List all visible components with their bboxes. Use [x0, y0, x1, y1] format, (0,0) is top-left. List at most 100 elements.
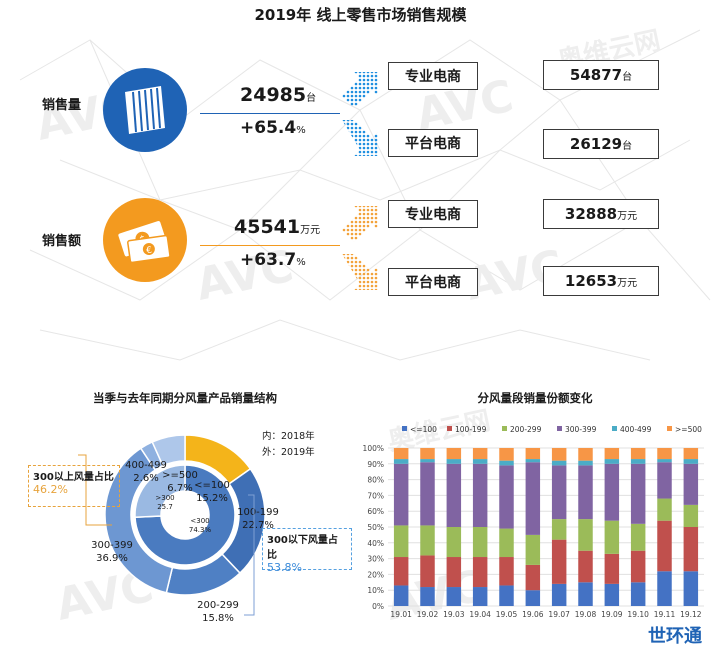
callout-above-300: 300以上风量占比 46.2%: [28, 465, 120, 507]
bar-19.08-100-199: [578, 550, 593, 583]
callout-above-300-label: 300以上风量占比: [33, 472, 114, 483]
legend-label-0: <=100: [410, 425, 437, 434]
bar-19.03-400-499: [446, 459, 462, 464]
bar-19.04->=500: [472, 448, 488, 460]
bar-19.02-400-499: [420, 459, 435, 463]
bar-19.02->=500: [420, 448, 435, 460]
bar-19.12-<=100: [683, 571, 699, 606]
legend-label-3: 300-399: [565, 425, 597, 434]
arrow-down-icon: [342, 254, 378, 290]
bar-19.03-100-199: [446, 557, 462, 588]
bar-19.08-300-399: [578, 465, 593, 520]
sales-amount-divider: [200, 245, 340, 246]
bar-19.10-200-299: [630, 523, 646, 551]
page-title: 2019年 线上零售市场销售规模: [254, 6, 467, 24]
bar-19.05-400-499: [499, 460, 514, 466]
bar-19.01-100-199: [393, 557, 409, 586]
bar-19.03->=500: [446, 448, 462, 460]
sales-volume-total-unit: 台: [306, 93, 317, 104]
bar-19.10-400-499: [630, 459, 646, 464]
callout-below-300: 300以下风量占比 53.8%: [262, 528, 352, 574]
sales-amount-channel-2-name: 平台电商: [388, 268, 478, 296]
bar-19.09-<=100: [604, 583, 620, 606]
arrow-up-icon: [342, 206, 378, 242]
x-tick-0: 19.01: [390, 610, 412, 619]
outer-label-value-5: 6.7%: [167, 483, 192, 494]
bar-19.08->=500: [578, 448, 593, 461]
bar-19.02-200-299: [420, 525, 435, 556]
outer-label-category-2: 200-299: [197, 600, 239, 611]
bar-19.06-<=100: [525, 590, 541, 606]
sales-volume-channel-2-name: 平台电商: [388, 129, 478, 157]
legend-swatch-0: [402, 426, 407, 431]
sales-amount-growth-value: +63.7: [240, 250, 297, 270]
bar-19.08-400-499: [578, 460, 593, 466]
donut-chart: <=100 15.2% 100-199 22.7% 200-299 15.8% 300-39…: [78, 434, 279, 624]
bar-19.01-200-299: [393, 525, 409, 558]
sales-volume-circle: [103, 68, 187, 152]
sales-amount-channel-2-value-box: 12653 万元: [543, 266, 659, 296]
sales-volume-growth-value: +65.4: [240, 118, 297, 138]
bar-legend: <=100 100-199 200-299 300-399 400-499 >=500: [402, 425, 702, 434]
sales-amount-circle: $ €: [103, 198, 187, 282]
sales-amount-channel-2-value: 12653: [564, 272, 618, 290]
bar-19.05-<=100: [499, 585, 514, 606]
x-tick-7: 19.08: [575, 610, 597, 619]
legend-label-1: 100-199: [455, 425, 487, 434]
y-tick-4: 40%: [367, 539, 384, 548]
donut-inner-ring: [134, 464, 236, 566]
bar-19.05-300-399: [499, 465, 514, 529]
sales-volume-channel-2-unit: 台: [622, 140, 633, 152]
bar-19.11-<=100: [657, 571, 672, 606]
donut-labels: <=100 15.2% 100-199 22.7% 200-299 15.8% 300-39…: [91, 460, 279, 624]
outer-label-category-3: 300-399: [91, 540, 133, 551]
bar-19.02-100-199: [420, 555, 435, 588]
server-icon: [125, 86, 165, 134]
inner-label-1-1: 25.7: [157, 503, 173, 511]
bar-19.10-100-199: [630, 550, 646, 583]
sales-amount-label: 销售额: [42, 234, 82, 249]
inner-slice-<300: [134, 464, 236, 566]
bar-19.05-100-199: [499, 557, 514, 586]
bar-19.03-200-299: [446, 527, 462, 558]
bar-19.06->=500: [525, 448, 541, 460]
sales-amount-total-value: 45541: [234, 216, 301, 238]
bar-19.04-300-399: [472, 463, 488, 527]
bar-19.11-400-499: [657, 459, 672, 463]
callout-below-300-value: 53.8%: [267, 561, 302, 574]
bar-19.09-100-199: [604, 553, 620, 584]
y-tick-5: 50%: [367, 523, 384, 532]
y-tick-1: 10%: [367, 586, 384, 595]
y-tick-2: 20%: [367, 570, 384, 579]
y-tick-9: 90%: [367, 460, 384, 469]
legend-swatch-3: [557, 426, 562, 431]
bar-19.01-400-499: [393, 459, 409, 464]
svg-text:€: €: [146, 246, 153, 257]
bar-19.07-200-299: [551, 519, 567, 540]
sales-volume-total-value: 24985: [240, 84, 307, 106]
bar-19.06-400-499: [525, 459, 541, 463]
sales-amount-growth: +63.7%: [240, 250, 306, 270]
x-tick-11: 19.12: [680, 610, 702, 619]
bar-19.12->=500: [683, 448, 699, 460]
bar-19.11-200-299: [657, 498, 672, 521]
legend-swatch-2: [502, 426, 507, 431]
sales-amount-channel-1-value-box: 32888 万元: [543, 199, 659, 229]
outer-label-category-1: 100-199: [237, 507, 279, 518]
legend-swatch-5: [667, 426, 672, 431]
sales-volume-channel-2-value-box: 26129 台: [543, 129, 659, 159]
bar-19.11->=500: [657, 448, 672, 460]
sales-amount-channel-2-unit: 万元: [617, 277, 638, 289]
bar-19.01->=500: [393, 448, 409, 460]
money-icon: $ €: [118, 221, 171, 264]
sales-amount-total-unit: 万元: [300, 225, 321, 236]
bar-19.09-400-499: [604, 459, 620, 464]
callout-below-300-label: 300以下风量占比: [267, 535, 338, 561]
bar-19.12-400-499: [683, 459, 699, 464]
legend-label-2: 200-299: [510, 425, 542, 434]
x-tick-6: 19.07: [548, 610, 570, 619]
bar-19.10->=500: [630, 448, 646, 460]
brand-logo: 世环通: [648, 626, 702, 647]
bar-19.07-300-399: [551, 465, 567, 520]
y-tick-3: 30%: [367, 555, 384, 564]
